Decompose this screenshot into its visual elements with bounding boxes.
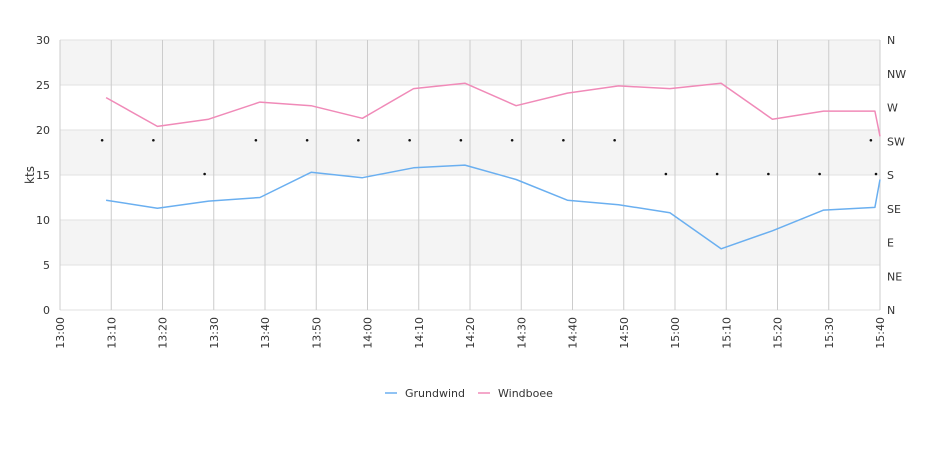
x-tick-label: 15:30 (823, 317, 836, 349)
y-tick-label: 25 (36, 79, 50, 92)
right-tick-label: NW (887, 68, 906, 81)
direction-marker (874, 172, 878, 176)
direction-markers (100, 138, 878, 176)
y-tick-label: 30 (36, 34, 50, 47)
direction-marker (715, 172, 719, 176)
direction-marker (869, 138, 873, 142)
right-tick-label: S (887, 169, 894, 182)
direction-marker (254, 138, 258, 142)
direction-marker (152, 138, 155, 142)
direction-marker (203, 172, 206, 176)
y-tick-label: 10 (36, 214, 50, 227)
right-tick-label: N (887, 304, 895, 317)
x-tick-label: 15:40 (874, 317, 887, 349)
direction-marker (305, 138, 309, 142)
direction-marker (818, 172, 821, 176)
series-lines (105, 82, 881, 250)
y-axis-label: kts (23, 166, 37, 184)
x-tick-label: 14:50 (618, 317, 631, 349)
direction-marker (664, 172, 668, 176)
x-tick-label: 14:40 (567, 317, 580, 349)
x-tick-label: 13:30 (208, 317, 221, 349)
right-tick-label: N (887, 34, 895, 47)
series-line-grundwind (105, 164, 881, 250)
x-tick-label: 15:20 (772, 317, 785, 349)
direction-marker (613, 138, 616, 142)
x-tick-label: 14:10 (413, 317, 426, 349)
y-tick-label: 20 (36, 124, 50, 137)
legend-label: Grundwind (405, 387, 465, 400)
direction-marker (767, 172, 770, 176)
series-line-windboee (105, 82, 881, 137)
direction-marker (562, 138, 565, 142)
y-tick-label: 0 (43, 304, 50, 317)
x-tick-label: 14:20 (464, 317, 477, 349)
direction-marker (510, 138, 514, 142)
x-tick-label: 13:50 (310, 317, 323, 349)
x-tick-label: 13:00 (54, 317, 67, 349)
y-tick-label: 5 (43, 259, 50, 272)
x-tick-label: 13:40 (259, 317, 272, 349)
x-tick-label: 13:10 (105, 317, 118, 349)
y-axis-ticks: 0 5 10 15 20 25 30 (36, 34, 50, 317)
right-tick-label: SE (887, 203, 901, 216)
direction-marker (100, 138, 104, 142)
direction-marker (357, 138, 360, 142)
legend-label: Windboee (498, 387, 553, 400)
x-tick-label: 15:00 (669, 317, 682, 349)
x-tick-label: 14:00 (362, 317, 375, 349)
x-axis-ticks: 13:00 13:10 13:20 13:30 13:40 13:50 14:00 14:10… (54, 317, 887, 349)
y-tick-label: 15 (36, 169, 50, 182)
right-tick-label: W (887, 102, 898, 115)
right-tick-label: E (887, 237, 894, 250)
x-tick-label: 14:30 (515, 317, 528, 349)
grid-lines (59, 39, 881, 311)
x-tick-label: 15:10 (720, 317, 733, 349)
direction-marker (459, 138, 463, 142)
direction-marker (408, 138, 411, 142)
right-axis-ticks: N NE E SE S SW W NW N (887, 34, 906, 317)
right-tick-label: SW (887, 135, 905, 148)
x-tick-label: 13:20 (157, 317, 170, 349)
legend: Grundwind Windboee (385, 387, 553, 400)
right-tick-label: NE (887, 270, 902, 283)
